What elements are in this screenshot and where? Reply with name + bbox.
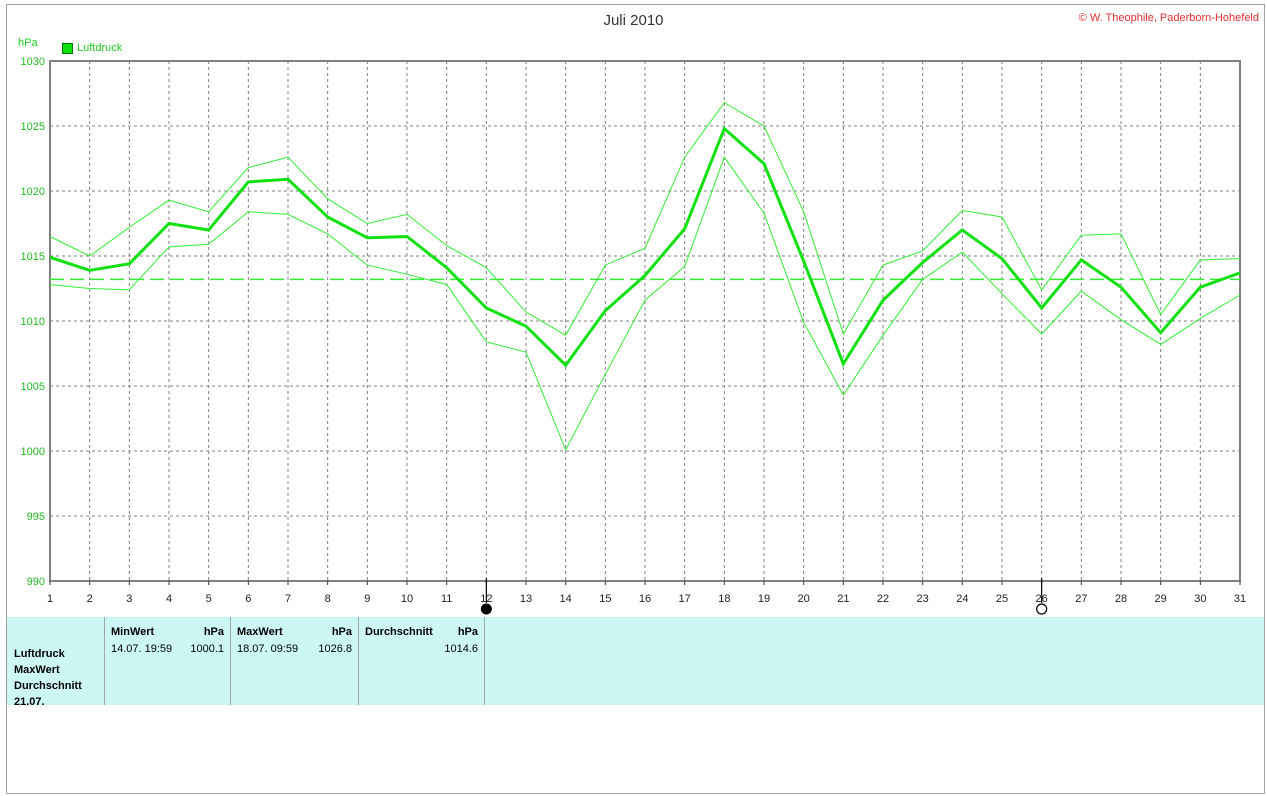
stats-row-labels: Luftdruck MaxWert Durchschnitt 21.07. (14, 646, 82, 705)
stats-col-min: MinWert hPa 14.07. 19:59 1000.1 (104, 617, 230, 705)
x-tick-label: 13 (520, 593, 532, 605)
x-tick-label: 10 (401, 593, 413, 605)
x-tick-label: 7 (285, 593, 291, 605)
y-tick-label: 1030 (21, 56, 45, 68)
y-tick-label: 1005 (21, 381, 45, 393)
y-tick-label: 990 (27, 576, 45, 588)
stats-value: 1000.1 (190, 643, 224, 655)
stats-header: MaxWert (237, 626, 283, 638)
stats-row-label: 21.07. (14, 694, 82, 705)
x-tick-label: 23 (917, 593, 929, 605)
y-tick-label: 995 (27, 511, 45, 523)
x-tick-label: 14 (560, 593, 572, 605)
stats-date: 18.07. 09:59 (237, 643, 298, 655)
x-tick-label: 3 (126, 593, 132, 605)
x-tick-label: 31 (1234, 593, 1246, 605)
x-tick-label: 9 (364, 593, 370, 605)
stats-header: Durchschnitt (365, 626, 433, 638)
x-tick-label: 19 (758, 593, 770, 605)
new-moon-icon (481, 604, 491, 614)
y-tick-label: 1020 (21, 186, 45, 198)
x-tick-label: 18 (718, 593, 730, 605)
x-tick-label: 30 (1194, 593, 1206, 605)
x-tick-label: 6 (245, 593, 251, 605)
stats-date: 14.07. 19:59 (111, 643, 172, 655)
full-moon-icon (1037, 604, 1047, 614)
stats-header: MinWert (111, 626, 154, 638)
x-tick-label: 8 (325, 593, 331, 605)
y-tick-label: 1000 (21, 446, 45, 458)
stats-col-avg: Durchschnitt hPa 1014.6 (358, 617, 485, 705)
x-tick-label: 5 (206, 593, 212, 605)
stats-row-label: Durchschnitt (14, 678, 82, 694)
stats-panel: Luftdruck MaxWert Durchschnitt 21.07. Mi… (7, 617, 1264, 705)
x-tick-label: 15 (599, 593, 611, 605)
stats-unit: hPa (458, 626, 478, 638)
x-tick-label: 1 (47, 593, 53, 605)
x-tick-label: 2 (87, 593, 93, 605)
x-tick-label: 17 (679, 593, 691, 605)
x-tick-label: 22 (877, 593, 889, 605)
x-tick-label: 11 (441, 593, 452, 605)
x-tick-label: 24 (956, 593, 968, 605)
stats-col-max: MaxWert hPa 18.07. 09:59 1026.8 (230, 617, 358, 705)
y-tick-label: 1025 (21, 121, 45, 133)
stats-row-label: MaxWert (14, 662, 82, 678)
x-tick-label: 28 (1115, 593, 1127, 605)
stats-value: 1014.6 (444, 643, 478, 655)
stats-row-label: Luftdruck (14, 646, 82, 662)
stats-unit: hPa (332, 626, 352, 638)
x-tick-label: 25 (996, 593, 1008, 605)
stats-unit: hPa (204, 626, 224, 638)
x-tick-label: 21 (837, 593, 849, 605)
x-tick-label: 4 (166, 593, 172, 605)
stats-value: 1026.8 (318, 643, 352, 655)
y-tick-label: 1010 (21, 316, 45, 328)
x-tick-label: 27 (1075, 593, 1087, 605)
x-tick-label: 20 (798, 593, 810, 605)
x-tick-label: 16 (639, 593, 651, 605)
y-tick-label: 1015 (21, 251, 45, 263)
x-tick-label: 29 (1155, 593, 1167, 605)
